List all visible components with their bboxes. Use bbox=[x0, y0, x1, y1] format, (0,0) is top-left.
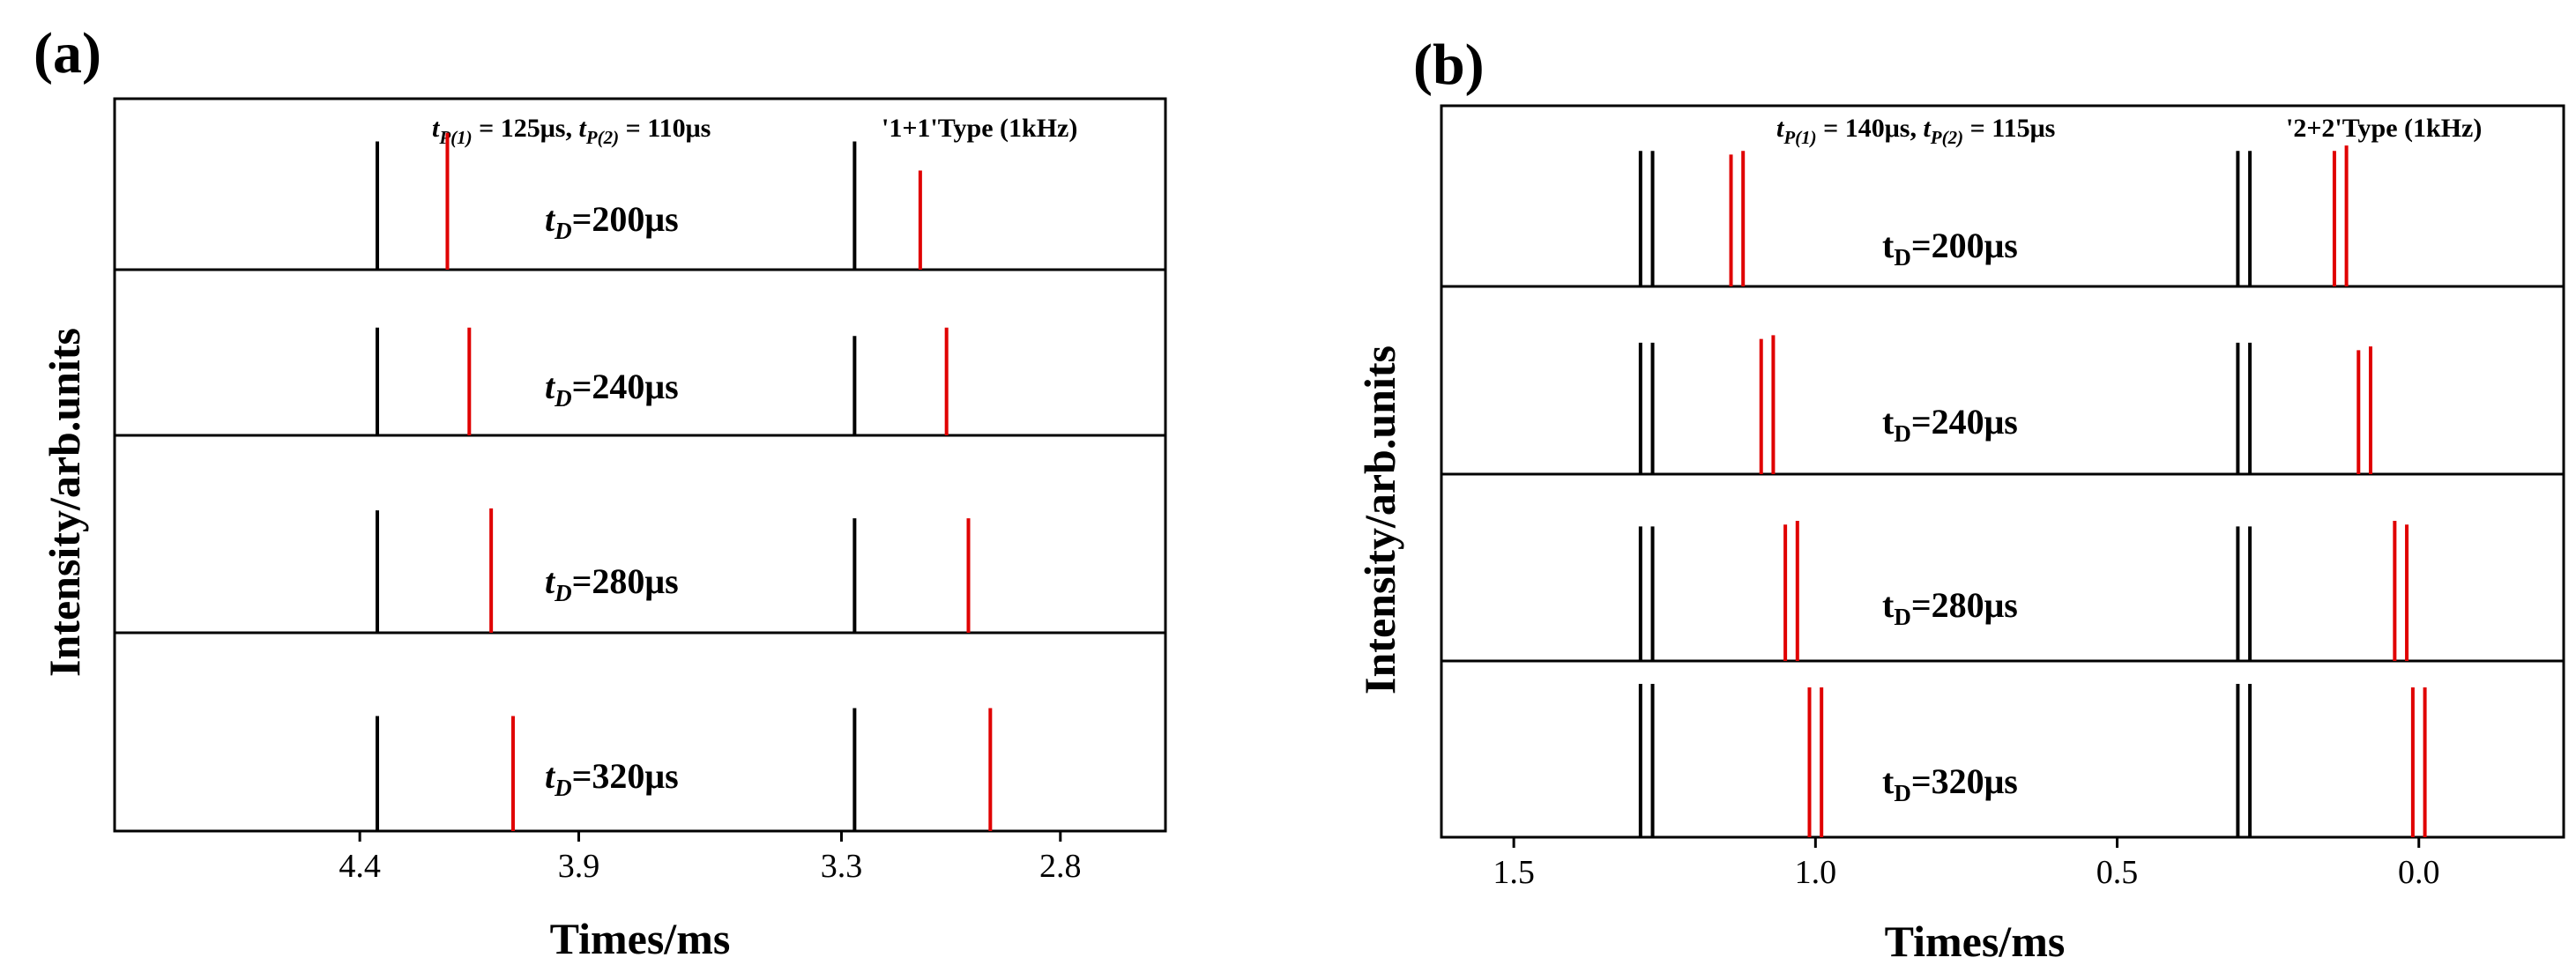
type-annotation: '2+2'Type (1kHz) bbox=[2286, 114, 2482, 143]
type-annotation: '1+1'Type (1kHz) bbox=[882, 114, 1077, 143]
x-ticks: 4.4 3.9 3.3 2.8 bbox=[339, 831, 1082, 885]
td-label: tD=320μs bbox=[1882, 761, 2018, 806]
plot-frame bbox=[1440, 104, 2565, 839]
panel-label: (b) bbox=[1413, 33, 1485, 97]
pulse-width-value-1: = 125μs, bbox=[473, 114, 579, 143]
td-value: =240μs bbox=[572, 367, 679, 406]
pulse-width-value-2: = 115μs bbox=[1963, 114, 2055, 143]
td-value: =280μs bbox=[1911, 585, 2018, 625]
td-value: =320μs bbox=[1911, 761, 2018, 801]
x-tick-label: 3.3 bbox=[821, 848, 863, 885]
td-label: tD=280μs bbox=[545, 561, 679, 606]
pulse-width-value-2: = 110μs bbox=[619, 114, 711, 143]
x-tick-label: 0.5 bbox=[2096, 854, 2139, 891]
td-label: tD=200μs bbox=[545, 199, 679, 244]
panel-b: (b) Intensity/arb.units tP(1) = 140μs, t… bbox=[1355, 33, 2565, 965]
pulse-width-value-1: = 140μs, bbox=[1817, 114, 1924, 143]
x-ticks: 1.5 1.0 0.5 0.0 bbox=[1493, 837, 2439, 891]
pulse-group bbox=[1638, 145, 2427, 837]
td-value: =200μs bbox=[1911, 226, 2018, 265]
y-axis-title: Intensity/arb.units bbox=[40, 328, 89, 677]
td-value: =320μs bbox=[572, 756, 679, 796]
plot-frame bbox=[113, 97, 1167, 833]
x-axis-title: Times/ms bbox=[550, 914, 731, 963]
panel-label: (a) bbox=[34, 21, 101, 85]
td-label: tD=240μs bbox=[1882, 402, 2018, 447]
td-label: tD=200μs bbox=[1882, 226, 2018, 271]
td-value: =200μs bbox=[572, 199, 679, 239]
x-tick-label: 4.4 bbox=[339, 848, 381, 885]
x-tick-label: 3.9 bbox=[558, 848, 600, 885]
y-axis-title: Intensity/arb.units bbox=[1355, 345, 1404, 694]
td-label: tD=240μs bbox=[545, 367, 679, 412]
x-tick-label: 0.0 bbox=[2398, 854, 2440, 891]
x-tick-label: 1.5 bbox=[1493, 854, 1535, 891]
pulse-group bbox=[376, 132, 993, 831]
x-tick-label: 1.0 bbox=[1795, 854, 1837, 891]
panel-a: (a) Intensity/arb.units tP(1) = 125μs, t… bbox=[34, 21, 1167, 963]
x-axis-title: Times/ms bbox=[1885, 917, 2066, 965]
pulse-width-annotation: tP(1) = 125μs, tP(2) = 110μs bbox=[432, 114, 711, 148]
pulse-width-annotation: tP(1) = 140μs, tP(2) = 115μs bbox=[1776, 114, 2055, 148]
td-label: tD=320μs bbox=[545, 756, 679, 801]
td-value: =240μs bbox=[1911, 402, 2018, 442]
td-label: tD=280μs bbox=[1882, 585, 2018, 630]
td-value: =280μs bbox=[572, 561, 679, 601]
x-tick-label: 2.8 bbox=[1039, 848, 1082, 885]
